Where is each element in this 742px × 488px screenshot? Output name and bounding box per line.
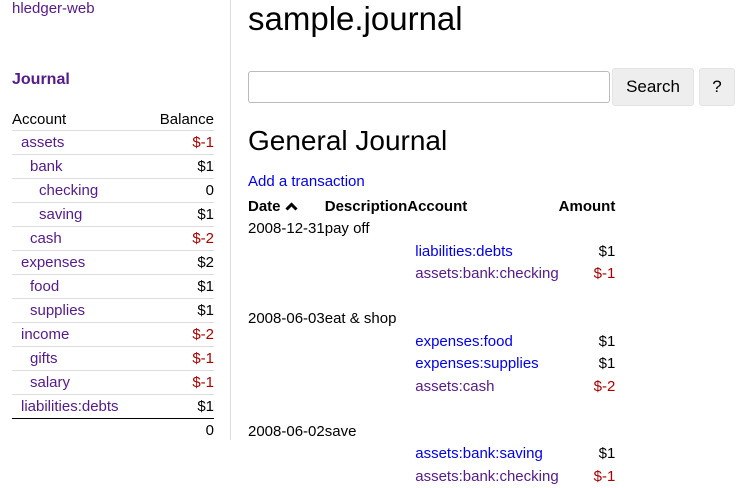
total-balance: 0 [145,418,214,442]
amount-header: Amount [558,197,616,215]
posting-row: expenses:supplies $1 [248,353,615,376]
posting-row: assets:bank:checking $-1 [248,465,615,488]
transaction-description: eat & shop [324,310,397,328]
balance-row: expenses $2 [12,250,214,275]
posting-amount: $1 [598,332,616,350]
account-balance: $-1 [145,370,214,395]
account-balance: $1 [145,274,214,299]
journal-link[interactable]: Journal [12,71,70,88]
posting-account-link[interactable]: assets:cash [415,377,495,395]
balance-row: salary $-1 [12,370,214,395]
account-link[interactable]: income [21,326,70,343]
search-button[interactable]: Search [612,68,694,106]
balance-row: gifts $-1 [12,346,214,371]
brand-link[interactable]: hledger-web [12,0,95,17]
posting-amount: $-2 [593,377,616,395]
account-link[interactable]: liabilities:debts [21,398,119,415]
account-link[interactable]: checking [39,182,99,199]
posting-row: assets:bank:checking $-1 [248,263,615,286]
search-input[interactable] [248,71,610,103]
posting-account-link[interactable]: assets:bank:checking [415,265,559,283]
balance-row: bank $1 [12,154,214,179]
account-link[interactable]: supplies [30,302,86,319]
total-label [12,418,146,442]
balance-row: food $1 [12,274,214,299]
balance-header: Balance [159,110,214,128]
journal-heading: General Journal [248,125,448,156]
help-button[interactable]: ? [699,68,735,106]
transaction-description: pay off [324,220,370,238]
posting-amount: $1 [598,355,616,373]
account-balance: $1 [145,298,214,323]
transaction-description: save [324,422,357,440]
balance-row: checking 0 [12,178,214,203]
description-header: Description [324,197,408,215]
account-link[interactable]: cash [30,230,62,247]
posting-row: assets:cash $-2 [248,375,615,398]
posting-row: expenses:food $1 [248,330,615,353]
sidebar: hledger-web Journal Account Balance asset… [0,0,231,442]
posting-amount: $-1 [593,265,616,283]
transaction-date: 2008-06-03 [248,310,325,328]
account-balance: $-2 [145,322,214,347]
transaction-date: 2008-06-02 [248,422,325,440]
account-link[interactable]: salary [30,374,71,391]
account-link[interactable]: saving [39,206,83,223]
account-balance: $-1 [145,346,214,371]
balance-row: cash $-2 [12,226,214,251]
page-title: sample.journal [248,0,463,37]
balance-row: saving $1 [12,202,214,227]
posting-amount: $1 [598,445,616,463]
transaction-date: 2008-12-31 [248,220,325,238]
transaction-row: 2008-06-03 eat & shop [248,308,615,331]
balance-row: assets $-1 [12,130,214,155]
account-balance: 0 [145,178,214,203]
total-row: 0 [12,418,214,442]
journal-table: Date Description Account Amount 2008-12-… [248,195,615,488]
account-header: Account [12,110,67,128]
posting-account-link[interactable]: expenses:food [415,332,513,350]
account-balance: $1 [145,202,214,227]
add-transaction-link[interactable]: Add a transaction [248,173,365,190]
chevron-up-icon [285,202,298,211]
transaction-row: 2008-06-02 save [248,420,615,443]
account-header: Account [407,197,468,215]
balance-row: liabilities:debts $1 [12,394,214,419]
balance-table: Account Balance assets $-1 bank $1 checking 0 s… [12,108,214,442]
account-balance: $-2 [145,226,214,251]
account-balance: $1 [145,394,214,419]
posting-row: assets:bank:saving $1 [248,443,615,466]
balance-row: supplies $1 [12,298,214,323]
posting-row: liabilities:debts $1 [248,240,615,263]
account-balance: $-1 [145,130,214,155]
balance-row: income $-2 [12,322,214,347]
account-link[interactable]: assets [21,134,65,151]
account-link[interactable]: food [30,278,60,295]
account-link[interactable]: expenses [21,254,86,271]
account-link[interactable]: gifts [30,350,58,367]
account-balance: $1 [145,154,214,179]
posting-account-link[interactable]: assets:bank:checking [415,467,559,485]
transaction-row: 2008-12-31 pay off [248,218,615,241]
posting-amount: $1 [598,242,616,260]
posting-account-link[interactable]: assets:bank:saving [415,445,543,463]
posting-account-link[interactable]: expenses:supplies [415,355,539,373]
date-header[interactable]: Date [248,195,325,218]
account-balance: $2 [145,250,214,275]
posting-amount: $-1 [593,467,616,485]
account-link[interactable]: bank [30,158,63,175]
posting-account-link[interactable]: liabilities:debts [415,242,513,260]
